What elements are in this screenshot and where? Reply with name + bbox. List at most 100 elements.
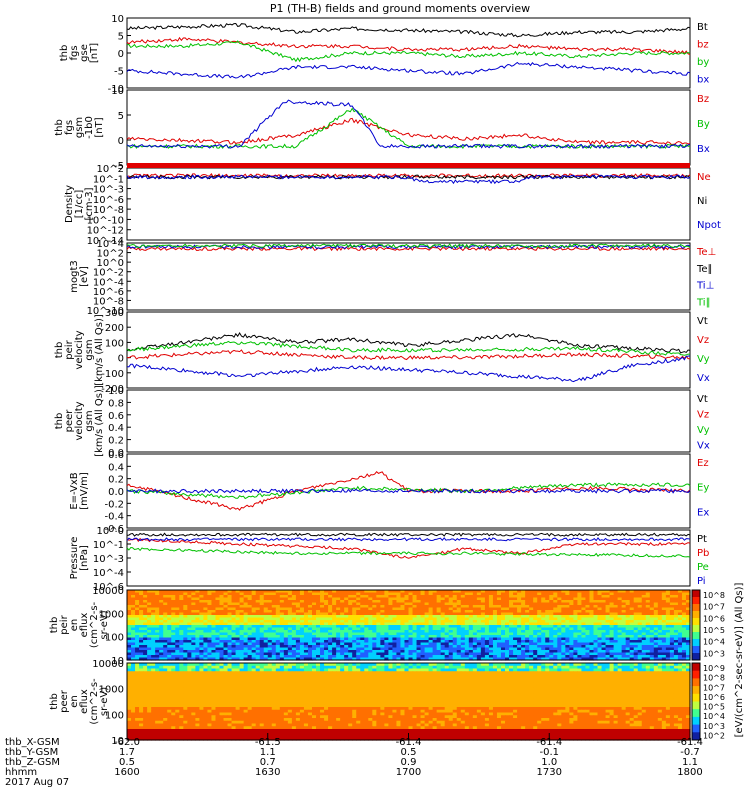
colorbar-band: [692, 654, 700, 657]
heatmap-cell: [484, 605, 490, 609]
heatmap-cell: [529, 657, 534, 661]
heatmap-cell: [219, 671, 225, 675]
heatmap-cell: [404, 650, 410, 654]
heatmap-cell: [187, 607, 192, 611]
heatmap-cell: [669, 635, 675, 639]
heatmap-cell: [581, 590, 587, 594]
heatmap-cell: [597, 607, 603, 611]
heatmap-cell: [565, 607, 570, 611]
heatmap-cell: [517, 663, 522, 667]
heatmap-cell: [215, 612, 221, 616]
heatmap-cell: [529, 632, 534, 636]
heatmap-cell: [613, 617, 619, 621]
heatmap-cell: [332, 622, 337, 626]
heatmap-cell: [348, 647, 353, 651]
heatmap-cell: [320, 605, 325, 609]
heatmap-cell: [195, 595, 200, 599]
heatmap-cell: [340, 647, 345, 651]
heatmap-cell: [211, 592, 217, 596]
heatmap-cell: [283, 676, 289, 681]
heatmap-cell: [432, 615, 438, 619]
heatmap-cell: [352, 676, 357, 681]
heatmap-cell: [569, 632, 574, 636]
heatmap-cell: [275, 647, 281, 651]
y-axis-label: thbpeireneflux(cm^2-s-sr-eV): [49, 601, 110, 648]
heatmap-cell: [291, 600, 297, 604]
heatmap-cell: [605, 637, 611, 641]
heatmap-cell: [356, 665, 361, 670]
heatmap-cell: [336, 645, 341, 649]
heatmap-cell: [320, 632, 325, 636]
heatmap-cell: [372, 663, 377, 667]
heatmap-cell: [480, 652, 486, 656]
heatmap-cell: [673, 632, 679, 636]
heatmap-cell: [199, 627, 205, 631]
heatmap-cell: [255, 671, 261, 675]
heatmap-cell: [541, 668, 546, 672]
heatmap-cell: [488, 640, 494, 644]
heatmap-cell: [400, 610, 406, 614]
heatmap-cell: [533, 627, 538, 631]
heatmap-cell: [299, 602, 305, 606]
heatmap-cell: [553, 622, 558, 626]
heatmap-cell: [320, 665, 325, 670]
heatmap-cell: [609, 595, 615, 599]
heatmap-cell: [183, 635, 188, 639]
heatmap-cell: [641, 605, 647, 609]
heatmap-cell: [344, 602, 349, 606]
heatmap-cell: [541, 663, 546, 667]
heatmap-cell: [521, 592, 526, 596]
heatmap-cell: [681, 607, 687, 611]
heatmap-cell: [681, 668, 687, 672]
heatmap-cell: [661, 642, 667, 646]
heatmap-cell: [488, 600, 494, 604]
heatmap-cell: [291, 612, 297, 616]
heatmap-cell: [187, 617, 192, 621]
heatmap-cell: [384, 645, 389, 649]
heatmap-cell: [521, 612, 526, 616]
heatmap-cell: [167, 668, 172, 672]
heatmap-cell: [468, 620, 474, 624]
heatmap-cell: [167, 610, 172, 614]
heatmap-cell: [352, 663, 357, 667]
heatmap-cell: [227, 605, 233, 609]
heatmap-cell: [609, 620, 615, 624]
heatmap-cell: [303, 595, 309, 599]
heatmap-cell: [589, 595, 595, 599]
heatmap-cell: [143, 597, 148, 601]
heatmap-cell: [657, 657, 663, 661]
heatmap-cell: [440, 625, 446, 629]
heatmap-cell: [275, 622, 281, 626]
heatmap-cell: [573, 627, 578, 631]
heatmap-cell: [464, 637, 470, 641]
heatmap-cell: [239, 647, 245, 651]
heatmap-cell: [380, 635, 385, 639]
heatmap-cell: [408, 674, 414, 678]
heatmap-cell: [645, 602, 651, 606]
heatmap-cell: [151, 597, 156, 601]
panel-5: 1.00.80.60.40.20.0thbpeervelocitygsm[km/…: [54, 385, 710, 459]
heatmap-cell: [243, 665, 249, 670]
heatmap-cell: [364, 605, 369, 609]
heatmap-cell: [573, 657, 578, 661]
y-tick-label: 10^-3: [93, 185, 124, 196]
heatmap-cell: [316, 674, 321, 678]
heatmap-cell: [199, 645, 205, 649]
heatmap-cell: [665, 637, 671, 641]
heatmap-cell: [500, 592, 506, 596]
heatmap-cell: [324, 632, 329, 636]
heatmap-cell: [621, 615, 627, 619]
heatmap-cell: [661, 607, 667, 611]
heatmap-cell: [641, 600, 647, 604]
heatmap-cell: [525, 615, 530, 619]
heatmap-cell: [332, 605, 337, 609]
heatmap-cell: [263, 657, 269, 661]
heatmap-cell: [259, 655, 265, 659]
heatmap-cell: [681, 645, 687, 649]
heatmap-cell: [517, 650, 522, 654]
heatmap-cell: [356, 671, 361, 675]
heatmap-cell: [517, 652, 522, 656]
heatmap-cell: [259, 627, 265, 631]
heatmap-cell: [384, 592, 389, 596]
heatmap-cell: [299, 657, 305, 661]
